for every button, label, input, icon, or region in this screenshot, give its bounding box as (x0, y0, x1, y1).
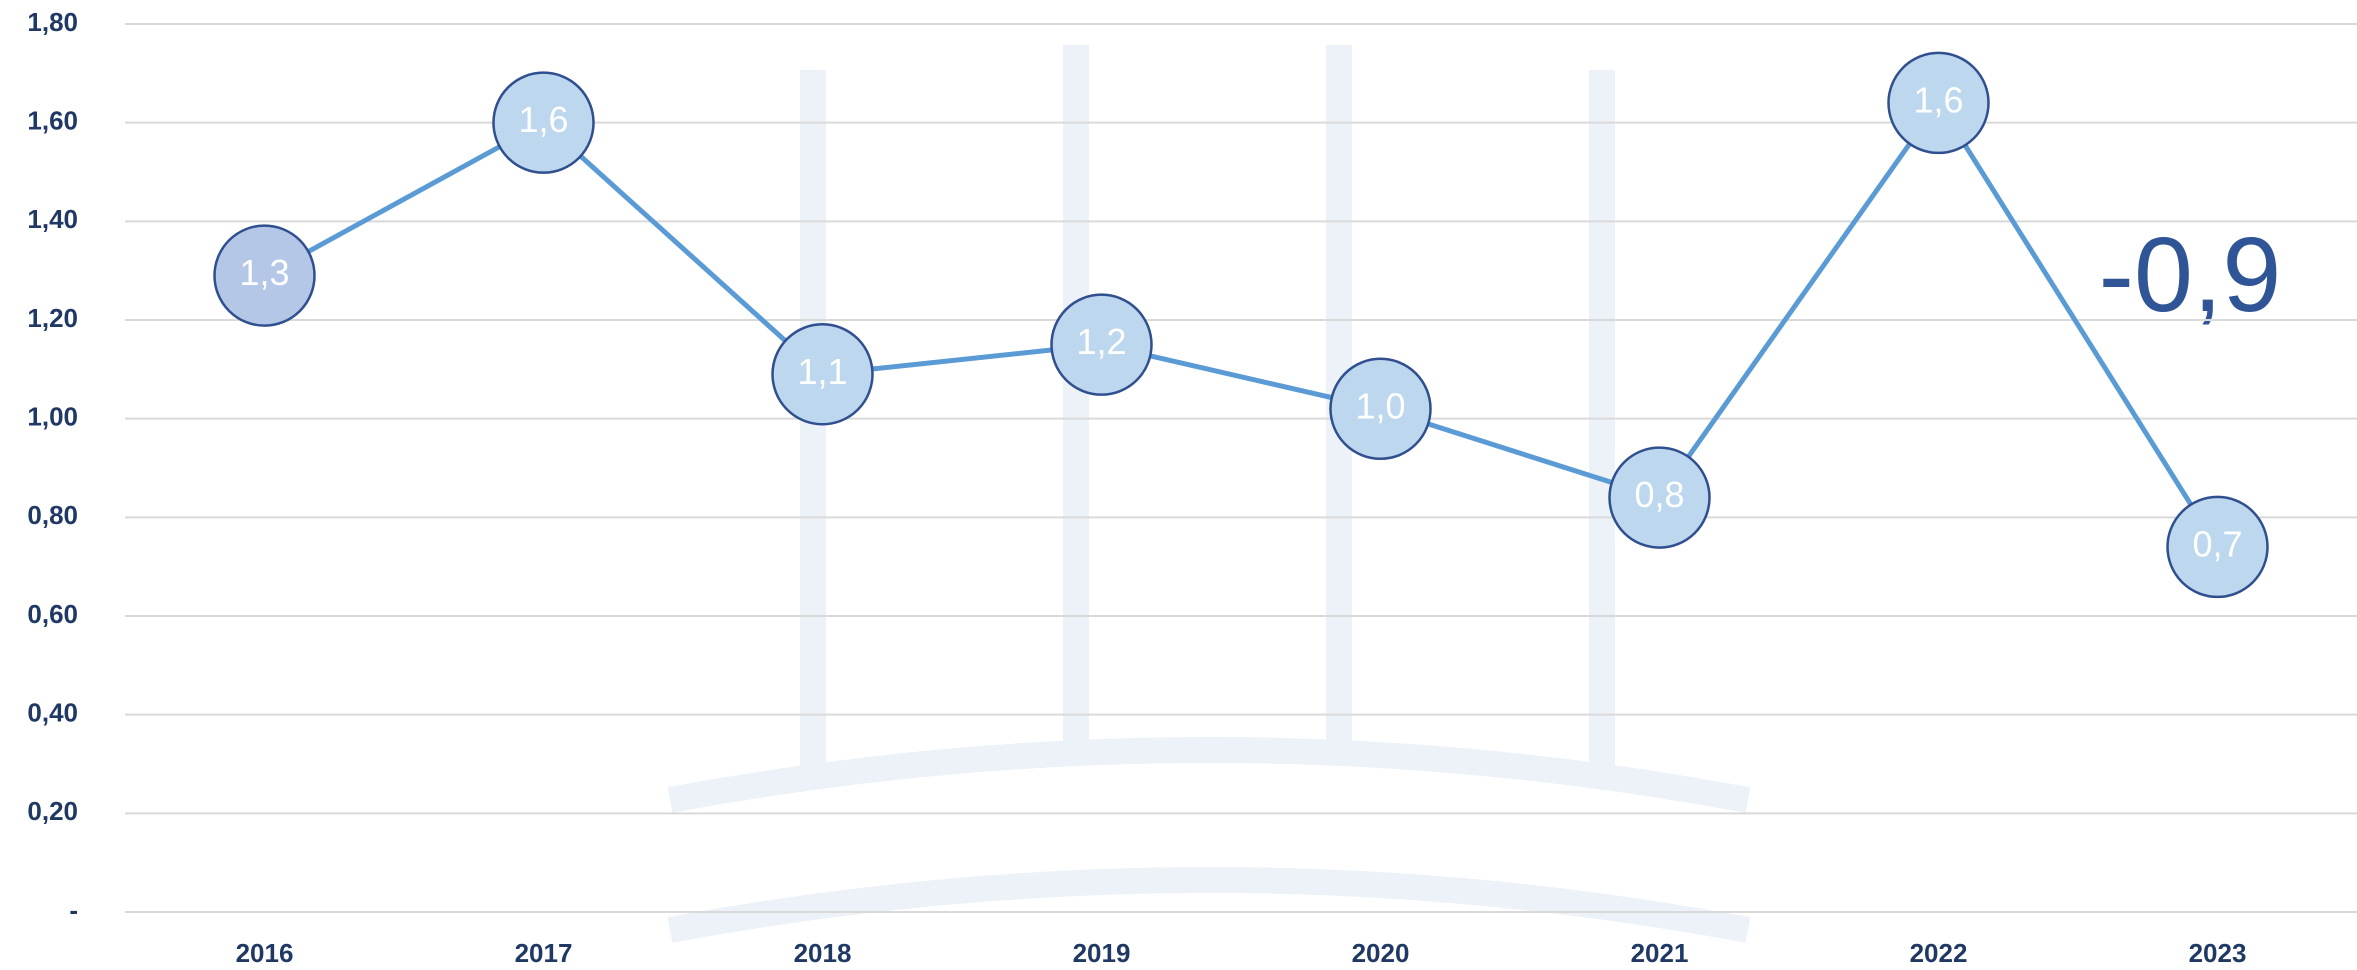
x-tick-label: 2017 (515, 938, 573, 968)
annotation: -0,9 (2099, 216, 2282, 334)
y-tick-label: 1,40 (27, 204, 78, 234)
watermark (670, 45, 1748, 930)
x-tick-label: 2018 (794, 938, 852, 968)
value-label: 0,8 (1634, 474, 1684, 515)
chart: -0,9 - 0,20 0,40 0,60 0,80 1,00 1,20 1,40 1,60 1,… (0, 0, 2357, 970)
y-tick-label: 1,00 (27, 402, 78, 432)
value-label: 1,6 (1913, 79, 1963, 120)
y-tick-label: 0,80 (27, 500, 78, 530)
y-tick-label: 1,80 (27, 7, 78, 37)
value-label: 1,3 (239, 252, 289, 293)
y-tick-label: 0,20 (27, 796, 78, 826)
x-tick-label: 2023 (2189, 938, 2247, 968)
value-label: 1,6 (518, 99, 568, 140)
x-tick-label: 2019 (1073, 938, 1131, 968)
value-label: 1,0 (1355, 385, 1405, 426)
y-tick-label: 1,60 (27, 106, 78, 136)
x-tick-label: 2022 (1910, 938, 1968, 968)
y-tick-label: 0,40 (27, 698, 78, 728)
x-tick-label: 2016 (236, 938, 294, 968)
value-label: 1,2 (1076, 321, 1126, 362)
y-tick-label: 0,60 (27, 599, 78, 629)
x-tick-label: 2020 (1352, 938, 1410, 968)
value-label: 0,7 (2192, 523, 2242, 564)
y-tick-label: - (69, 895, 78, 925)
value-label: 1,1 (797, 351, 847, 392)
x-tick-label: 2021 (1631, 938, 1689, 968)
y-tick-label: 1,20 (27, 303, 78, 333)
